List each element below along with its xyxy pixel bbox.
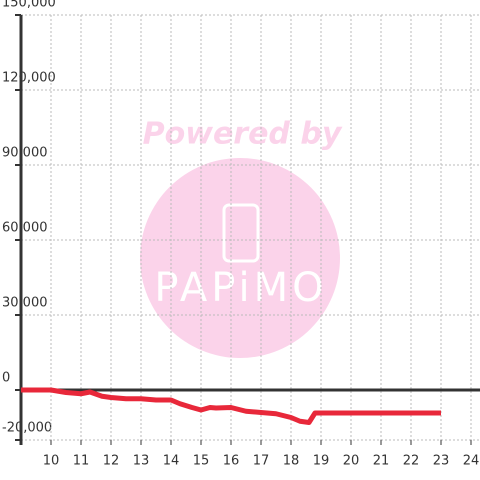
x-tick-label: 20	[343, 454, 360, 469]
x-tick-label: 15	[193, 454, 210, 469]
y-tick-label: -20,000	[2, 421, 52, 436]
x-tick-label: 23	[433, 454, 450, 469]
x-tick-label: 12	[103, 454, 120, 469]
x-tick-label: 14	[163, 454, 180, 469]
grid: -20,000 0 30,000 60,000 90,000 120,000 150,000…	[2, 0, 480, 469]
x-tick-label: 19	[313, 454, 330, 469]
x-tick-label: 22	[403, 454, 420, 469]
x-tick-label: 18	[283, 454, 300, 469]
watermark-circle	[140, 158, 340, 358]
x-tick-label: 11	[73, 454, 90, 469]
y-tick-label: 60,000	[2, 221, 48, 236]
x-tick-label: 10	[43, 454, 60, 469]
x-tick-label: 24	[463, 454, 480, 469]
x-tick-label: 17	[253, 454, 270, 469]
watermark: Powered by PAPiMO	[140, 117, 343, 358]
y-tick-label: 150,000	[2, 0, 56, 11]
watermark-icon	[222, 203, 260, 263]
y-tick-label: 0	[2, 371, 10, 386]
plot	[21, 387, 441, 425]
watermark-text: Powered by	[143, 117, 343, 152]
y-tick-label: 30,000	[2, 296, 48, 311]
y-tick-label: 120,000	[2, 71, 56, 86]
x-tick-label: 21	[373, 454, 390, 469]
x-tick-label: 13	[133, 454, 150, 469]
watermark-text: PAPiMO	[154, 265, 327, 311]
data-line	[21, 387, 441, 425]
y-tick-label: 90,000	[2, 146, 48, 161]
x-tick-label: 16	[223, 454, 240, 469]
